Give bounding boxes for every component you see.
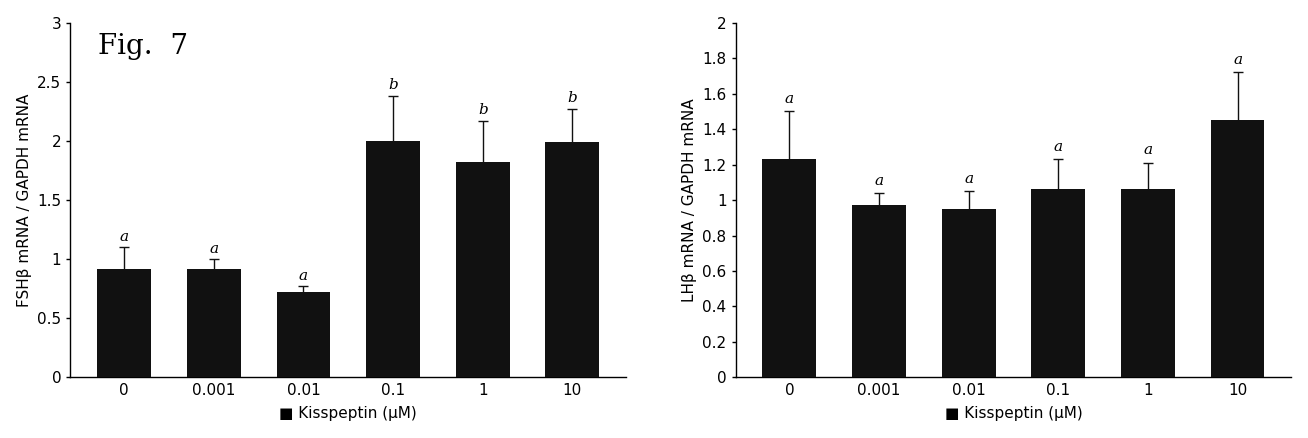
Text: a: a (119, 230, 128, 244)
Bar (545, 142, 599, 378)
Text: a: a (785, 92, 794, 106)
Text: a: a (1054, 140, 1063, 154)
Bar (187, 268, 241, 378)
Bar (276, 292, 331, 378)
Text: b: b (477, 103, 488, 117)
Text: a: a (1143, 144, 1152, 158)
Text: a: a (875, 173, 883, 187)
Bar (456, 162, 510, 378)
Bar (366, 141, 420, 378)
X-axis label: ■ Kisspeptin (μM): ■ Kisspeptin (μM) (944, 406, 1082, 421)
Y-axis label: FSHβ mRNA / GAPDH mRNA: FSHβ mRNA / GAPDH mRNA (17, 93, 31, 307)
Bar (1032, 189, 1086, 378)
Bar (97, 268, 150, 378)
Text: b: b (568, 92, 577, 106)
Bar (1121, 189, 1175, 378)
Bar (852, 205, 906, 378)
Text: a: a (209, 242, 218, 256)
Text: a: a (1233, 53, 1243, 67)
X-axis label: ■ Kisspeptin (μM): ■ Kisspeptin (μM) (280, 406, 417, 421)
Bar (942, 209, 995, 378)
Text: a: a (300, 269, 307, 283)
Bar (1211, 120, 1265, 378)
Text: b: b (388, 78, 398, 92)
Bar (763, 159, 816, 378)
Text: Fig.  7: Fig. 7 (98, 33, 188, 60)
Text: a: a (964, 172, 973, 186)
Y-axis label: LHβ mRNA / GAPDH mRNA: LHβ mRNA / GAPDH mRNA (681, 98, 697, 302)
